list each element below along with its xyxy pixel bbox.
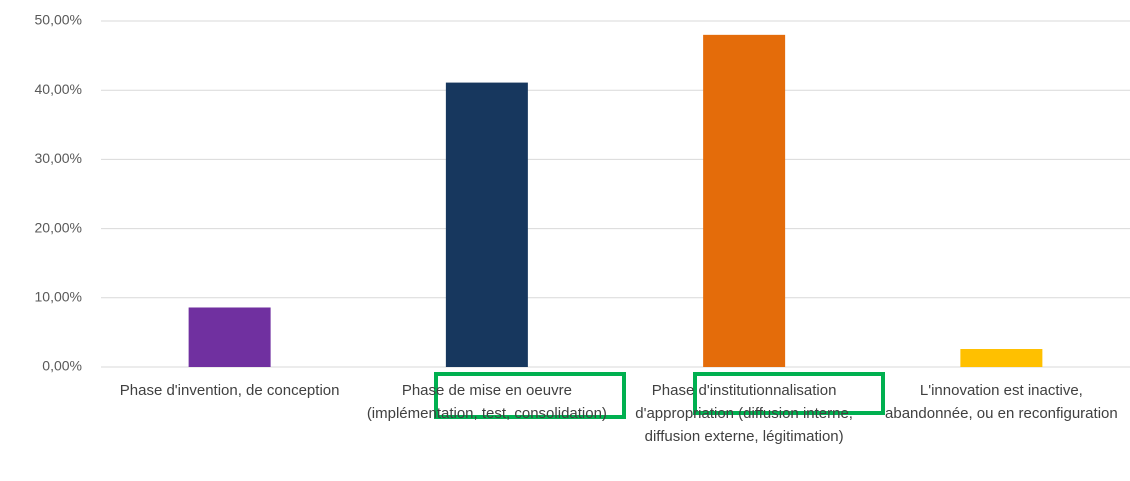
x-tick-label: Phase d'institutionnalisation d'appropri… (635, 382, 853, 445)
y-tick-label: 40,00% (35, 81, 82, 97)
x-tick-label: Phase de mise en oeuvre (implémentation,… (366, 382, 607, 422)
x-tick-label: Phase d'invention, de conception (119, 382, 340, 399)
y-tick-label: 50,00% (35, 12, 82, 28)
x-tick-label: L'innovation est inactive, abandonnée, o… (885, 382, 1118, 422)
y-tick-label: 0,00% (42, 358, 82, 374)
y-tick-label: 30,00% (35, 150, 82, 166)
y-tick-label: 10,00% (35, 289, 82, 305)
bar (960, 349, 1043, 367)
highlight-box (693, 372, 885, 415)
bar (445, 82, 528, 367)
y-tick-label: 20,00% (35, 219, 82, 235)
bar (703, 34, 786, 368)
bar (188, 307, 271, 367)
highlight-box (434, 372, 626, 419)
